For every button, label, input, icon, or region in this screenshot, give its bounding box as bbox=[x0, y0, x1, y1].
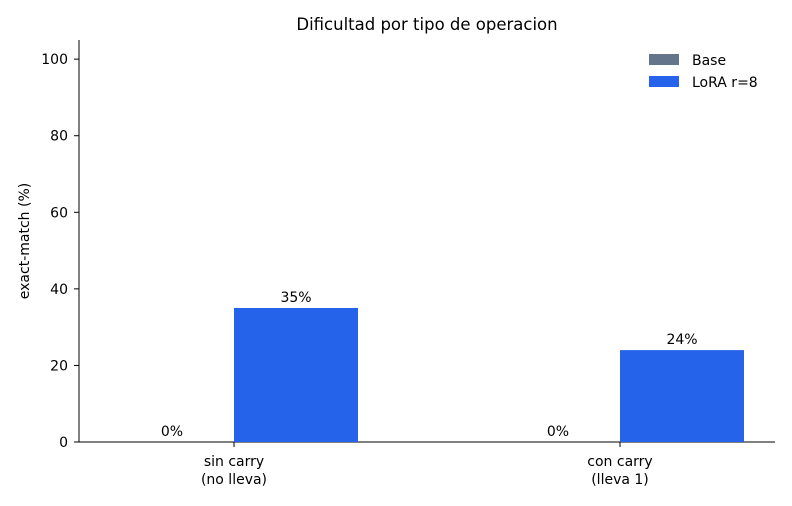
y-tick-label: 60 bbox=[50, 205, 68, 221]
legend-swatch bbox=[649, 76, 679, 87]
bar-data-label: 0% bbox=[547, 424, 569, 440]
chart-title: Dificultad por tipo de operacion bbox=[296, 15, 557, 34]
y-tick-label: 0 bbox=[59, 435, 68, 451]
y-tick-label: 100 bbox=[41, 52, 68, 68]
y-tick-label: 80 bbox=[50, 129, 68, 145]
y-axis-label: exact-match (%) bbox=[17, 183, 33, 299]
bar-data-label: 0% bbox=[161, 424, 183, 440]
x-tick-label: con carry bbox=[587, 454, 652, 470]
legend-swatch bbox=[649, 54, 679, 65]
bar bbox=[620, 350, 744, 442]
y-tick-label: 40 bbox=[50, 282, 68, 298]
bar bbox=[234, 308, 358, 442]
legend-label: Base bbox=[692, 53, 726, 69]
x-tick-label: sin carry bbox=[204, 454, 264, 470]
x-tick-label: (lleva 1) bbox=[591, 472, 649, 488]
bar-data-label: 35% bbox=[280, 290, 311, 306]
y-tick-label: 20 bbox=[50, 358, 68, 374]
x-tick-label: (no lleva) bbox=[201, 472, 267, 488]
legend-label: LoRA r=8 bbox=[692, 75, 758, 91]
legend: Base LoRA r=8 bbox=[649, 53, 758, 91]
plot-area: 0 20 40 60 80 100 sin carry (no lleva) 0% 35% con … bbox=[41, 40, 775, 488]
bar-data-label: 24% bbox=[666, 332, 697, 348]
